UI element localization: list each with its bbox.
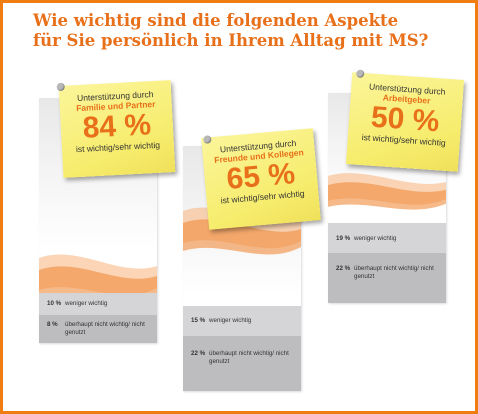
label-weniger-wichtig: weniger wichtig <box>65 300 108 307</box>
band-ueberhaupt-nicht: 22 % überhaupt nicht wichtig/ nicht genu… <box>183 336 301 391</box>
band-weniger-wichtig: 19 % weniger wichtig <box>328 223 446 253</box>
pin-icon <box>355 69 365 79</box>
pin-icon <box>56 82 65 92</box>
title-line-2: für Sie persönlich in Ihrem Alltag mit M… <box>33 31 429 50</box>
pct-ueberhaupt-nicht: 22 % <box>336 265 351 272</box>
band-ueberhaupt-nicht: 22 % überhaupt nicht wichtig/ nicht genu… <box>328 253 446 303</box>
orange-swoosh <box>39 254 157 302</box>
pct-weniger-wichtig: 10 % <box>47 300 62 307</box>
chart-title: Wie wichtig sind die folgenden Aspekte f… <box>33 11 453 51</box>
label-ueberhaupt-nicht: überhaupt nicht wichtig/ nicht genutzt <box>65 321 145 336</box>
orange-swoosh <box>328 173 446 210</box>
label-ueberhaupt-nicht: überhaupt nicht wichtig/ nicht genutzt <box>354 265 434 280</box>
label-weniger-wichtig: weniger wichtig <box>209 317 252 324</box>
pct-weniger-wichtig: 15 % <box>191 317 206 324</box>
pin-icon <box>203 135 212 144</box>
label-ueberhaupt-nicht: überhaupt nicht wichtig/ nicht genutzt <box>209 350 289 365</box>
pct-ueberhaupt-nicht: 22 % <box>191 350 206 357</box>
sticky-note-arbeitgeber: Unterstützung durch Arbeitgeber 50 % ist… <box>345 69 465 172</box>
sticky-note-familie: Unterstützung durch Familie und Partner … <box>56 80 176 178</box>
pct-ueberhaupt-nicht: 8 % <box>47 321 58 328</box>
band-weniger-wichtig: 10 % weniger wichtig <box>39 293 157 315</box>
label-weniger-wichtig: weniger wichtig <box>354 235 397 242</box>
pct-weniger-wichtig: 19 % <box>336 235 351 242</box>
band-ueberhaupt-nicht: 8 % überhaupt nicht wichtig/ nicht genut… <box>39 315 157 343</box>
sticky-note-freunde: Unterstützung durch Freunde und Kollegen… <box>201 128 321 230</box>
title-line-1: Wie wichtig sind die folgenden Aspekte <box>33 11 399 30</box>
band-weniger-wichtig: 15 % weniger wichtig <box>183 306 301 336</box>
